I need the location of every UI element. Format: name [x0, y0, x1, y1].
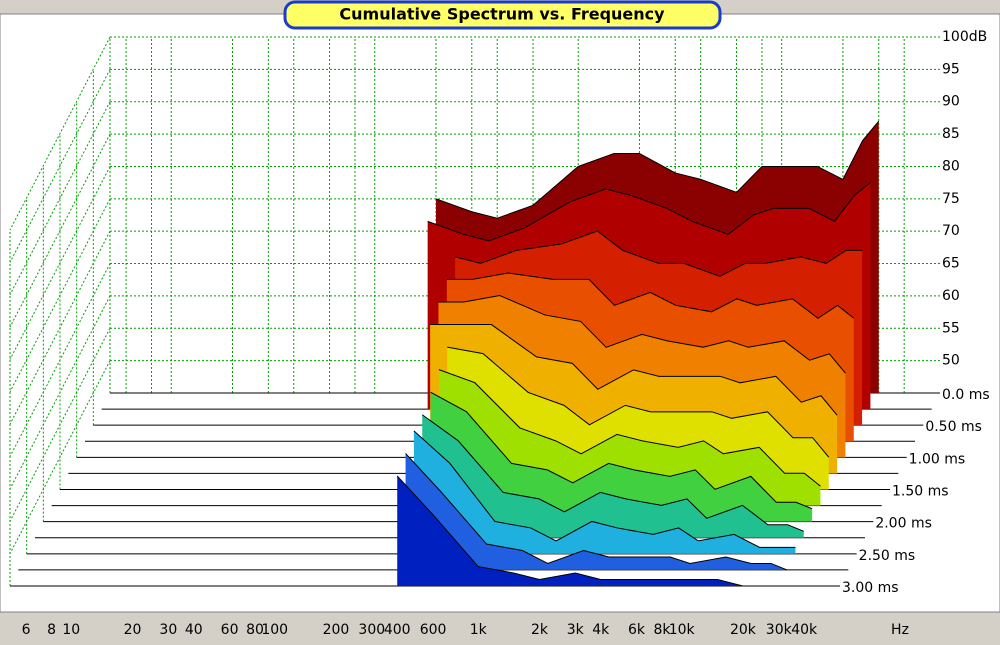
side-grid-line — [9, 69, 111, 263]
slice-line — [430, 391, 813, 510]
x-tick-label: 100 — [261, 622, 288, 638]
slice-fill — [397, 475, 779, 586]
side-grid-line — [9, 166, 111, 360]
chart-title: Cumulative Spectrum vs. Frequency — [339, 5, 665, 24]
slice-line — [421, 414, 804, 532]
z-tick-label: 1.50 ms — [892, 484, 949, 500]
x-tick-label: 30k — [766, 622, 793, 638]
slice-line — [455, 230, 863, 277]
x-tick-label: 400 — [384, 622, 411, 638]
x-tick-label: 30 — [159, 622, 177, 638]
z-tick-label: 0.50 ms — [925, 419, 982, 435]
side-grid-line — [9, 133, 111, 328]
slice-fill — [422, 414, 804, 538]
slice-fill — [430, 392, 813, 522]
slice-line — [438, 369, 821, 487]
x-tick-label: 10 — [62, 622, 80, 638]
x-tick-label: 600 — [420, 622, 447, 638]
x-tick-label: 6 — [22, 622, 31, 638]
x-tick-label: 60 — [221, 622, 239, 638]
x-tick-label: 1k — [470, 622, 488, 638]
y-tick-label: 60 — [942, 288, 960, 304]
x-tick-label: 10k — [669, 622, 696, 638]
slice-line — [405, 453, 788, 571]
x-tick-label: 2k — [531, 622, 549, 638]
x-tick-label: 20 — [124, 622, 142, 638]
y-tick-label: 80 — [942, 158, 960, 174]
y-tick-label: 85 — [942, 126, 960, 142]
y-tick-label: 50 — [942, 353, 960, 369]
slice-line — [413, 430, 796, 548]
slice-line — [447, 346, 830, 458]
side-grid-line — [9, 101, 111, 295]
slice-line — [427, 182, 871, 242]
y-tick-label: 90 — [942, 94, 960, 110]
x-tick-label: 8k — [653, 622, 671, 638]
y-tick-label: 100dB — [942, 29, 987, 45]
x-tick-label: 200 — [323, 622, 350, 638]
z-tick-label: 2.50 ms — [859, 548, 916, 564]
x-tick-label: 40 — [185, 622, 203, 638]
z-tick-label: 0.0 ms — [942, 387, 990, 403]
y-tick-label: 95 — [942, 61, 960, 77]
side-grid-line — [9, 36, 111, 231]
slice-line — [430, 324, 838, 416]
x-unit: Hz — [891, 622, 909, 638]
x-tick-label: 3k — [567, 622, 585, 638]
z-tick-label: 2.00 ms — [875, 516, 932, 532]
x-tick-label: 80 — [246, 622, 264, 638]
x-tick-label: 20k — [730, 622, 757, 638]
y-tick-label: 75 — [942, 191, 960, 207]
slice-layer — [10, 120, 940, 587]
slice-line — [438, 294, 846, 374]
slice-line — [396, 475, 779, 587]
y-tick-label: 70 — [942, 223, 960, 239]
x-tick-label: 6k — [628, 622, 646, 638]
x-tick-label: 4k — [592, 622, 610, 638]
x-tick-label: 8 — [47, 622, 56, 638]
y-tick-label: 55 — [942, 320, 960, 336]
slice-line — [435, 120, 880, 219]
slice-line — [446, 272, 855, 319]
y-tick-label: 65 — [942, 256, 960, 272]
z-tick-label: 1.00 ms — [909, 451, 966, 467]
z-tick-label: 3.00 ms — [842, 580, 899, 596]
title-box — [283, 0, 722, 30]
side-grid-line — [9, 198, 111, 393]
x-tick-label: 300 — [358, 622, 385, 638]
x-tick-label: 40k — [791, 622, 818, 638]
